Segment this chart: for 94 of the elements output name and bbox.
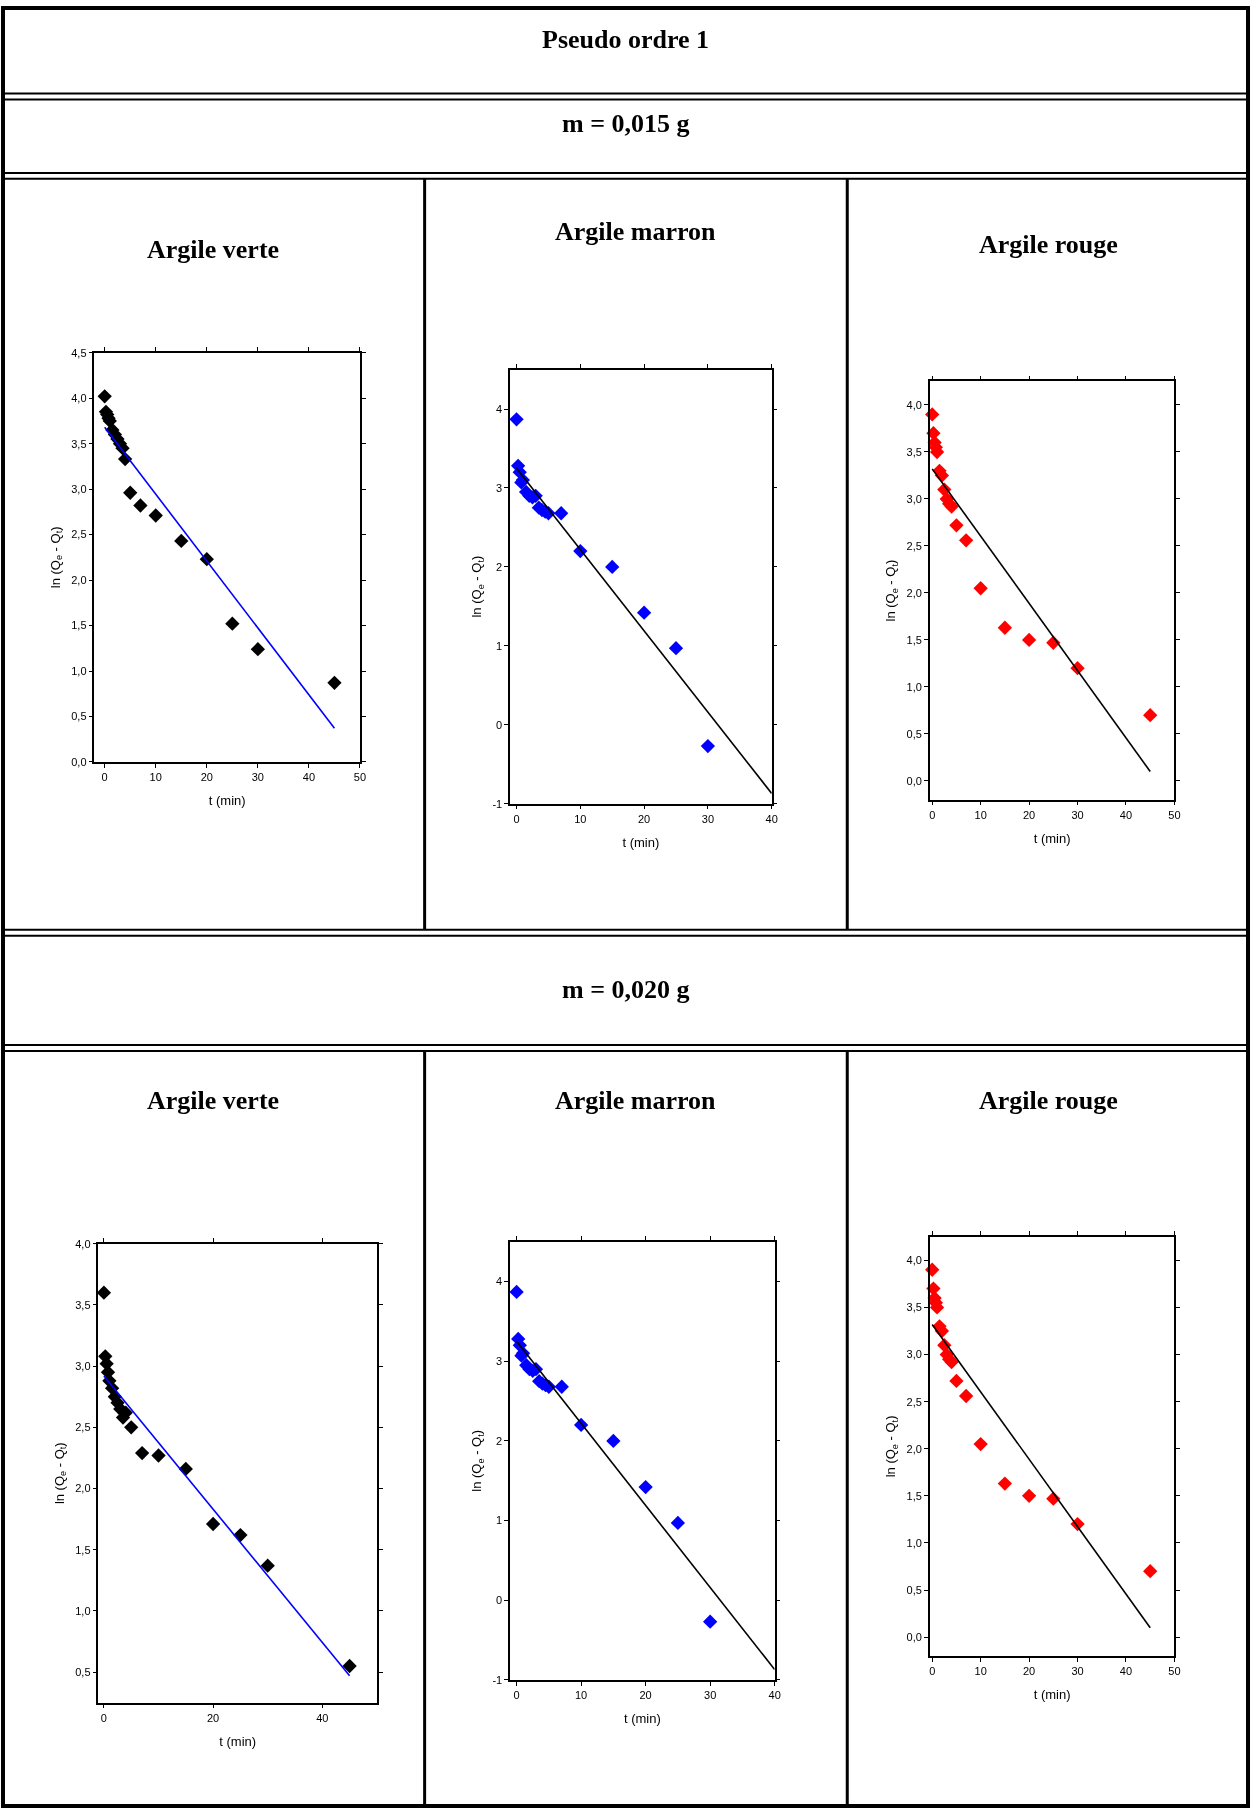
y-tick-label: 2,5	[75, 1421, 91, 1434]
y-tick-label: 0,5	[906, 1583, 922, 1596]
y-tick-label: 1,5	[906, 633, 922, 646]
y-tick-label: 3,0	[71, 482, 87, 495]
x-tick-label: 0	[513, 1688, 520, 1701]
x-tick-label: 20	[200, 770, 213, 783]
y-tick-label: 2,0	[71, 573, 87, 586]
x-tick-label: 30	[701, 812, 715, 825]
y-tick-label: 2,5	[906, 1395, 922, 1408]
x-tick-label: 40	[1119, 808, 1133, 821]
y-tick-label: 2,0	[75, 1482, 91, 1495]
x-tick-label: 10	[149, 770, 162, 783]
chart-title: Argile verte	[147, 235, 280, 264]
y-tick-label: 0,5	[906, 727, 922, 740]
x-tick-label: 0	[513, 812, 520, 825]
y-tick-label: 1,0	[906, 1536, 922, 1549]
x-tick-label: 20	[206, 1711, 220, 1724]
y-tick-label: 1,5	[75, 1543, 91, 1556]
y-tick-label: 0	[496, 1594, 503, 1607]
y-tick-label: 3	[496, 481, 503, 494]
x-tick-label: 40	[768, 1688, 781, 1701]
x-tick-label: 10	[574, 1688, 588, 1701]
y-tick-label: 1,5	[71, 619, 87, 632]
x-tick-label: 0	[101, 770, 108, 783]
text: Pseudo ordre 1	[542, 25, 710, 54]
x-tick-label: 30	[1071, 808, 1084, 821]
x-tick-label: 10	[974, 1664, 987, 1677]
y-tick-label: 4,0	[75, 1237, 91, 1250]
y-tick-label: 3,0	[906, 492, 922, 505]
y-tick-label: 4	[496, 402, 503, 415]
y-tick-label: 1,0	[75, 1604, 91, 1617]
y-tick-label: 0,5	[75, 1665, 91, 1678]
y-tick-label: 3,5	[75, 1298, 91, 1311]
x-axis-title: t (min)	[208, 793, 246, 809]
y-tick-label: 2	[496, 1434, 503, 1447]
x-tick-label: 40	[316, 1711, 329, 1724]
x-tick-label: 20	[1022, 1664, 1036, 1677]
y-tick-label: -1	[492, 1673, 503, 1686]
x-tick-label: 50	[353, 770, 367, 783]
chart-title: Argile rouge	[979, 1086, 1118, 1115]
y-tick-label: 2,0	[906, 1442, 922, 1455]
y-tick-label: 4	[496, 1275, 503, 1288]
x-axis-title: t (min)	[1033, 1687, 1071, 1703]
x-tick-label: 20	[1022, 808, 1036, 821]
y-tick-label: 0,0	[906, 774, 922, 787]
x-tick-label: 0	[929, 1664, 936, 1677]
x-tick-label: 10	[574, 812, 587, 825]
y-tick-label: 3,0	[906, 1348, 922, 1361]
y-tick-label: 2,5	[906, 539, 922, 552]
x-tick-label: 40	[302, 770, 316, 783]
y-tick-label: 0,5	[71, 710, 87, 723]
y-tick-label: 4,0	[906, 398, 922, 411]
x-tick-label: 50	[1168, 1664, 1181, 1677]
x-tick-label: 20	[637, 812, 651, 825]
y-tick-label: 3	[496, 1355, 503, 1368]
y-tick-label: 1,0	[906, 680, 922, 693]
chart-title: Argile marron	[555, 217, 717, 246]
x-tick-label: 50	[1168, 808, 1181, 821]
y-tick-label: 2,0	[906, 586, 922, 599]
chart-title: Argile verte	[147, 1086, 280, 1115]
y-tick-label: 1,5	[906, 1489, 922, 1502]
y-tick-label: 3,0	[75, 1360, 91, 1372]
y-tick-label: 1	[496, 1514, 503, 1527]
text: m = 0,015 g	[562, 109, 690, 138]
x-tick-label: 20	[639, 1688, 652, 1701]
x-axis-title: t (min)	[1033, 830, 1071, 846]
x-tick-label: 0	[100, 1711, 107, 1724]
x-tick-label: 30	[704, 1688, 717, 1701]
y-tick-label: 1,0	[71, 664, 87, 677]
y-tick-label: 2	[496, 560, 503, 573]
y-tick-label: 4,0	[71, 392, 87, 405]
y-tick-label: 0,0	[71, 755, 87, 768]
text: m = 0,020 g	[562, 975, 690, 1004]
x-axis-title: t (min)	[219, 1733, 257, 1749]
y-tick-label: 1	[496, 639, 503, 652]
y-tick-label: 4,5	[71, 346, 87, 359]
x-axis-title: t (min)	[622, 834, 660, 850]
x-axis-title: t (min)	[623, 1710, 661, 1726]
x-tick-label: 30	[251, 770, 264, 783]
x-tick-label: 0	[929, 808, 936, 821]
y-tick-label: 0	[496, 718, 503, 731]
x-tick-label: 40	[765, 812, 778, 825]
chart-title: Argile marron	[555, 1086, 717, 1115]
x-tick-label: 40	[1119, 1664, 1133, 1677]
y-tick-label: 4,0	[906, 1254, 922, 1267]
y-tick-label: 3,5	[906, 445, 922, 458]
chart-title: Argile rouge	[979, 230, 1118, 259]
y-tick-label: -1	[492, 797, 503, 810]
x-tick-label: 10	[974, 808, 987, 821]
y-tick-label: 3,5	[906, 1301, 922, 1314]
y-tick-label: 0,0	[906, 1631, 922, 1644]
y-tick-label: 2,5	[71, 528, 87, 541]
x-tick-label: 30	[1071, 1664, 1084, 1677]
y-tick-label: 3,5	[71, 437, 87, 450]
